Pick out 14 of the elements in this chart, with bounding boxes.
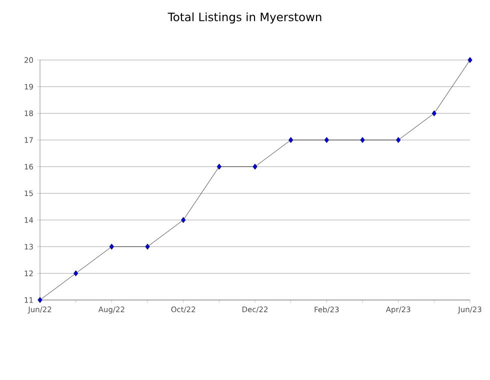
- point: [181, 217, 186, 223]
- point: [396, 137, 401, 143]
- point: [38, 297, 42, 303]
- point: [324, 137, 329, 143]
- chart-title: Total Listings in Myerstown: [168, 12, 322, 24]
- point: [468, 57, 472, 63]
- point: [145, 244, 150, 250]
- point: [74, 270, 78, 276]
- point: [252, 164, 258, 170]
- point: [288, 137, 294, 143]
- point: [109, 244, 114, 250]
- point: [432, 110, 436, 116]
- point: [360, 137, 365, 143]
- point: [216, 164, 222, 170]
